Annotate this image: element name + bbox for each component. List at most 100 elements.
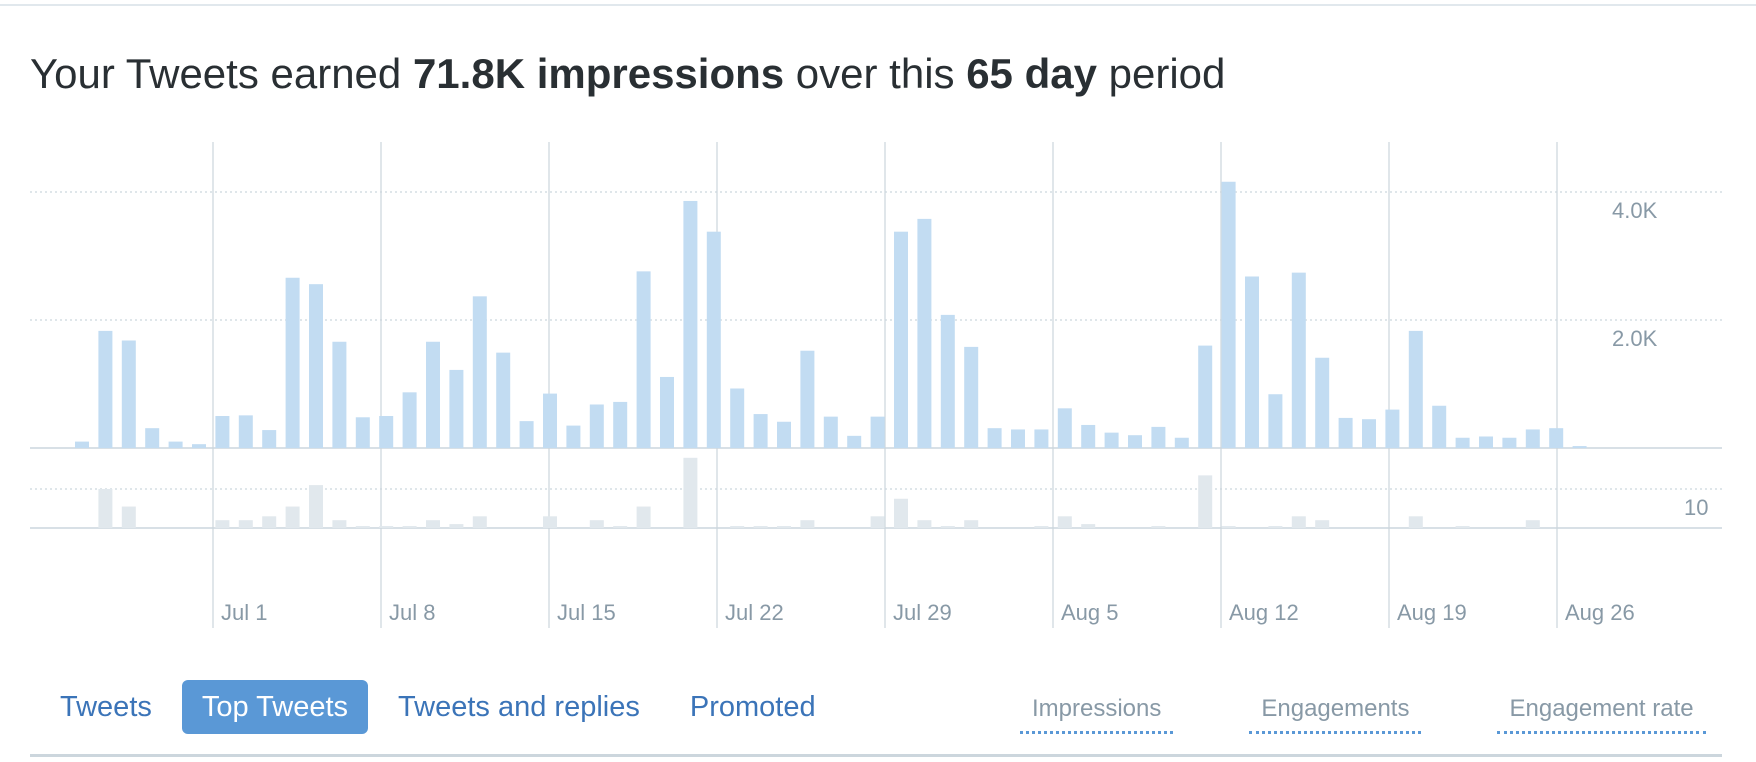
engagements-bar <box>543 516 557 528</box>
impressions-bar <box>449 369 464 448</box>
impressions-bar <box>964 346 979 448</box>
engagements-y-tick-label: 10 <box>1684 495 1708 520</box>
impressions-bar <box>121 340 136 448</box>
headline-prefix: Your Tweets earned <box>30 50 413 97</box>
impressions-bar <box>589 404 604 448</box>
engagements-bar <box>1198 475 1213 528</box>
impressions-bar <box>566 425 581 448</box>
engagements-bar <box>894 498 908 528</box>
engagements-bar <box>309 485 323 528</box>
impressions-bar <box>402 392 417 448</box>
tab-tweets[interactable]: Tweets <box>60 691 152 723</box>
tweet-filter-tabs: Tweets Top Tweets Tweets and replies Pro… <box>40 680 846 734</box>
impressions-bar <box>215 416 230 448</box>
engagements-bar <box>402 526 417 528</box>
engagements-bar <box>964 520 979 528</box>
engagements-bar <box>285 506 300 528</box>
x-tick-label: Aug 12 <box>1229 600 1299 625</box>
impressions-bar <box>683 200 698 448</box>
engagements-bar <box>472 516 487 528</box>
impressions-bar <box>1081 424 1096 448</box>
x-tick-label: Jul 8 <box>389 600 435 625</box>
impressions-bar <box>1198 345 1213 448</box>
impressions-bar <box>1104 432 1119 448</box>
impressions-bar <box>1455 437 1470 448</box>
top-divider <box>0 4 1756 6</box>
impressions-bar <box>987 428 1002 448</box>
engagements-bar <box>1268 526 1283 528</box>
impressions-bar <box>519 421 534 448</box>
impressions-bar <box>1315 357 1330 448</box>
impressions-bar <box>309 284 323 448</box>
x-tick-label: Aug 19 <box>1397 600 1467 625</box>
impressions-bar <box>543 393 557 448</box>
x-tick-label: Aug 5 <box>1061 600 1119 625</box>
impressions-bar <box>332 341 347 448</box>
impressions-bar <box>1174 437 1189 448</box>
impressions-bar <box>636 271 651 448</box>
metric-engagement-rate[interactable]: Engagement rate <box>1497 691 1706 734</box>
impressions-bar <box>1057 408 1072 448</box>
impressions-bar <box>1151 426 1166 448</box>
impressions-bar <box>823 416 838 448</box>
engagements-bar <box>589 520 604 528</box>
impressions-bar <box>355 417 370 448</box>
chart-grid <box>30 142 1722 628</box>
x-tick-label: Jul 15 <box>557 600 616 625</box>
impressions-bar <box>1128 435 1142 448</box>
impressions-bar <box>1034 429 1049 448</box>
impressions-bar <box>1385 409 1400 448</box>
tab-promoted[interactable]: Promoted <box>689 691 816 723</box>
impressions-bar <box>145 428 160 448</box>
impressions-bar <box>1502 437 1517 448</box>
engagements-bar <box>917 520 932 528</box>
tab-tweets-and-replies[interactable]: Tweets and replies <box>398 691 640 723</box>
engagements-bar <box>1455 526 1470 528</box>
impressions-y-tick-label: 2.0K <box>1612 326 1658 351</box>
impressions-bar <box>472 296 487 448</box>
engagements-bar <box>753 526 768 528</box>
metric-selectors: Impressions Engagements Engagement rate <box>1020 690 1706 734</box>
impressions-bar <box>870 416 885 448</box>
engagements-bar <box>730 526 745 528</box>
engagements-bar <box>800 520 815 528</box>
page-title: Your Tweets earned 71.8K impressions ove… <box>30 46 1225 102</box>
impressions-y-tick-label: 4.0K <box>1612 198 1658 223</box>
impressions-bar <box>1362 419 1376 448</box>
tab-top-tweets[interactable]: Top Tweets <box>181 680 369 734</box>
impressions-bar <box>730 388 745 448</box>
impressions-bar <box>894 231 908 448</box>
engagements-bar <box>332 520 347 528</box>
engagements-bar <box>121 506 136 528</box>
impressions-bar <box>660 376 674 448</box>
x-tick-label: Jul 1 <box>221 600 267 625</box>
metric-engagements[interactable]: Engagements <box>1249 691 1422 734</box>
engagements-bar <box>449 524 464 528</box>
impressions-bar <box>262 430 277 448</box>
impressions-bar <box>496 352 511 448</box>
engagements-bar <box>1034 526 1049 528</box>
impressions-bar <box>1338 417 1353 448</box>
engagements-bars <box>98 457 1540 528</box>
impressions-bar <box>917 218 932 448</box>
impressions-bar <box>1572 446 1587 448</box>
engagements-bar <box>870 516 885 528</box>
x-tick-label: Jul 22 <box>725 600 784 625</box>
impressions-bar <box>379 416 394 448</box>
impressions-bar <box>75 441 89 448</box>
headline-suffix: period <box>1096 50 1226 97</box>
metric-impressions[interactable]: Impressions <box>1020 691 1174 734</box>
impressions-bar <box>1408 330 1423 448</box>
impressions-bar <box>706 231 721 448</box>
engagements-bar <box>215 520 230 528</box>
impressions-bar <box>426 341 440 448</box>
period-length: 65 day <box>966 50 1097 97</box>
impressions-bar <box>285 277 300 448</box>
engagements-bar <box>379 526 394 528</box>
impressions-bar <box>1432 405 1447 448</box>
impressions-bar <box>613 401 628 448</box>
engagements-bar <box>262 516 277 528</box>
impressions-bar <box>98 330 113 448</box>
impressions-bar <box>1525 429 1540 448</box>
engagements-bar <box>636 506 651 528</box>
